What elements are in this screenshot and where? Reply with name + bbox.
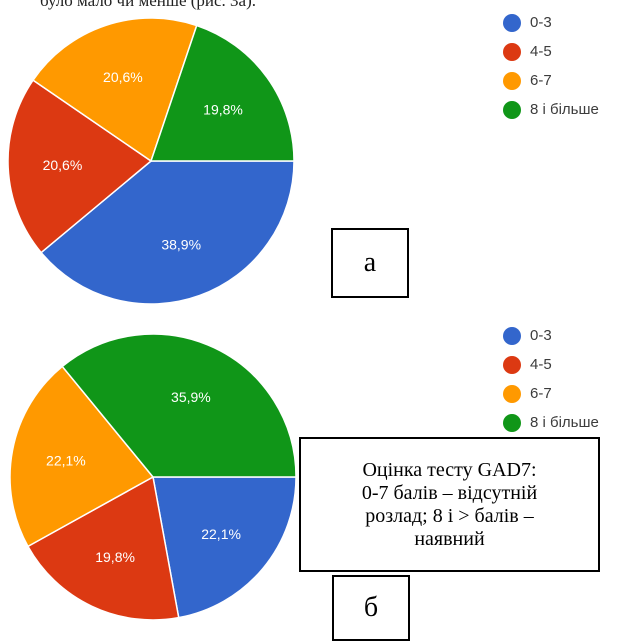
gad7-note-box: Оцінка тесту GAD7: 0-7 балів – відсутній… bbox=[299, 437, 600, 572]
panel-b-label-box: б bbox=[332, 575, 410, 641]
legend-dot-icon bbox=[503, 72, 521, 90]
pie-slice-label: 22,1% bbox=[201, 526, 241, 542]
legend-dot-icon bbox=[503, 14, 521, 32]
legend-item: 6-7 bbox=[503, 66, 599, 95]
note-line: Оцінка тесту GAD7: bbox=[362, 459, 537, 482]
legend-item: 0-3 bbox=[503, 321, 599, 350]
legend-item: 0-3 bbox=[503, 8, 599, 37]
legend-label: 8 і більше bbox=[530, 414, 599, 431]
legend-label: 8 і більше bbox=[530, 101, 599, 118]
legend-b: 0-3 4-5 6-7 8 і більше bbox=[503, 321, 599, 437]
pie-slice-label: 20,6% bbox=[43, 157, 83, 173]
note-line: наявний bbox=[362, 528, 537, 551]
pie-slice-label: 20,6% bbox=[103, 69, 143, 85]
note-line: розлад; 8 і > балів – bbox=[362, 505, 537, 528]
pie-slice-label: 38,9% bbox=[161, 236, 201, 252]
legend-label: 6-7 bbox=[530, 385, 552, 402]
note-line: 0-7 балів – відсутній bbox=[362, 482, 537, 505]
legend-item: 6-7 bbox=[503, 379, 599, 408]
panel-b-label: б bbox=[364, 592, 378, 624]
legend-dot-icon bbox=[503, 356, 521, 374]
legend-item: 8 і більше bbox=[503, 95, 599, 124]
pie-chart-b: 22,1% 19,8% 22,1% 35,9% bbox=[10, 334, 296, 620]
panel-a-label: а bbox=[364, 247, 376, 279]
pie-slice-label: 22,1% bbox=[46, 452, 86, 468]
legend-item: 8 і більше bbox=[503, 408, 599, 437]
legend-item: 4-5 bbox=[503, 350, 599, 379]
panel-a-label-box: а bbox=[331, 228, 409, 298]
legend-dot-icon bbox=[503, 327, 521, 345]
legend-label: 6-7 bbox=[530, 72, 552, 89]
legend-dot-icon bbox=[503, 101, 521, 119]
legend-label: 0-3 bbox=[530, 14, 552, 31]
legend-item: 4-5 bbox=[503, 37, 599, 66]
legend-dot-icon bbox=[503, 43, 521, 61]
pie-chart-a: 38,9% 20,6% 20,6% 19,8% bbox=[8, 18, 294, 304]
pie-slice-label: 19,8% bbox=[203, 101, 243, 117]
legend-label: 0-3 bbox=[530, 327, 552, 344]
legend-label: 4-5 bbox=[530, 356, 552, 373]
legend-dot-icon bbox=[503, 414, 521, 432]
pie-slice-label: 19,8% bbox=[95, 549, 135, 565]
legend-dot-icon bbox=[503, 385, 521, 403]
pie-slice-label: 35,9% bbox=[171, 389, 211, 405]
legend-a: 0-3 4-5 6-7 8 і більше bbox=[503, 8, 599, 124]
legend-label: 4-5 bbox=[530, 43, 552, 60]
